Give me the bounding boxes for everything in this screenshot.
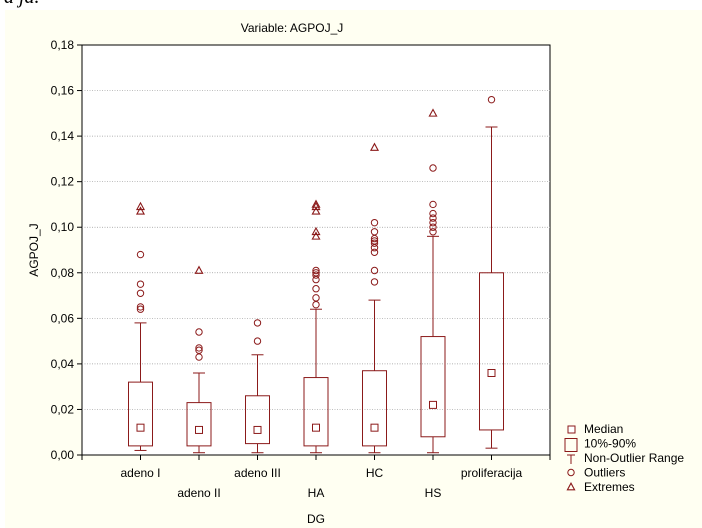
legend-label-extremes: Extremes <box>584 480 635 494</box>
median-marker <box>253 425 262 434</box>
extreme-point <box>311 199 321 208</box>
outlier-point <box>312 271 320 279</box>
box <box>420 336 446 438</box>
y-tick-label: 0,06 <box>51 311 75 325</box>
y-tick-label: 0,12 <box>51 175 75 189</box>
outlier-point <box>253 319 262 327</box>
y-tick-label: 0,00 <box>51 448 75 462</box>
box <box>128 381 153 447</box>
median-marker <box>487 369 496 377</box>
chart-title: Variable: AGPOJ_J <box>241 21 344 35</box>
outlier-point <box>370 218 379 227</box>
y-tick-label: 0,10 <box>51 220 75 234</box>
x-tick-label: HS <box>425 486 442 500</box>
plot-area <box>81 44 551 456</box>
box <box>479 272 504 431</box>
outlier-point <box>370 248 379 256</box>
box <box>362 370 387 447</box>
outlier-point <box>429 228 437 236</box>
legend-label-nonoutlier: Non-Outlier Range <box>584 451 684 465</box>
legend-extreme-icon <box>566 482 576 491</box>
outlier-point <box>429 218 437 227</box>
outlier-point <box>136 250 145 259</box>
outlier-point <box>429 164 437 172</box>
legend-label-median: Median <box>584 422 623 436</box>
median-marker <box>195 425 203 434</box>
outlier-point <box>195 344 203 352</box>
extreme-point <box>135 206 146 215</box>
box <box>303 377 329 447</box>
median-marker <box>312 423 320 432</box>
legend-outlier-icon <box>567 468 575 477</box>
x-tick-label: proliferacija <box>461 466 523 480</box>
outlier-point <box>136 280 145 288</box>
outlier-point <box>370 278 379 286</box>
x-tick-label: HA <box>308 486 325 500</box>
outlier-point <box>136 289 145 297</box>
outlier-point <box>429 223 437 231</box>
extreme-point <box>194 265 204 274</box>
median-marker <box>370 423 379 432</box>
y-tick-label: 0,04 <box>51 357 75 371</box>
outlier-point <box>370 266 379 275</box>
outlier-point <box>195 346 203 354</box>
extreme-point <box>428 108 438 117</box>
outlier-point <box>429 209 437 218</box>
y-tick-label: 0,02 <box>51 402 75 416</box>
extreme-point <box>135 201 146 211</box>
outlier-point <box>429 200 437 209</box>
extreme-point <box>311 226 321 236</box>
legend-label-range: 10%-90% <box>584 437 636 451</box>
y-tick-label: 0,14 <box>51 129 75 143</box>
outlier-point <box>136 305 145 313</box>
outlier-point <box>312 269 320 277</box>
outlier-point <box>253 337 262 345</box>
legend-median-icon <box>567 425 576 434</box>
x-tick-label: HC <box>366 466 384 480</box>
legend-box-icon <box>564 438 578 452</box>
outlier-point <box>312 285 320 293</box>
box <box>186 402 212 447</box>
x-tick-label: adeno II <box>177 486 220 500</box>
extreme-point <box>311 206 321 215</box>
header-fragment: a ja. <box>4 0 40 9</box>
x-tick-label: adeno III <box>234 466 281 480</box>
outlier-point <box>370 239 379 247</box>
extreme-point <box>311 231 321 240</box>
outlier-point <box>487 95 496 104</box>
box <box>245 395 270 445</box>
x-axis-label: DG <box>307 512 325 526</box>
outlier-point <box>136 303 145 311</box>
x-tick-label: adeno I <box>120 466 160 480</box>
y-tick-label: 0,18 <box>51 38 75 52</box>
y-axis-label: AGPOJ_J <box>27 223 41 276</box>
median-marker <box>429 400 437 409</box>
y-tick-label: 0,16 <box>51 84 75 98</box>
outlier-point <box>370 237 379 245</box>
outlier-point <box>195 328 203 336</box>
outlier-point <box>312 294 320 302</box>
median-marker <box>136 423 145 432</box>
outlier-point <box>312 266 320 275</box>
extreme-point <box>369 142 380 151</box>
extreme-point <box>311 201 321 211</box>
legend-label-outliers: Outliers <box>584 466 625 480</box>
y-tick-label: 0,08 <box>51 266 75 280</box>
outlier-point <box>429 214 437 222</box>
outlier-point <box>370 228 379 236</box>
